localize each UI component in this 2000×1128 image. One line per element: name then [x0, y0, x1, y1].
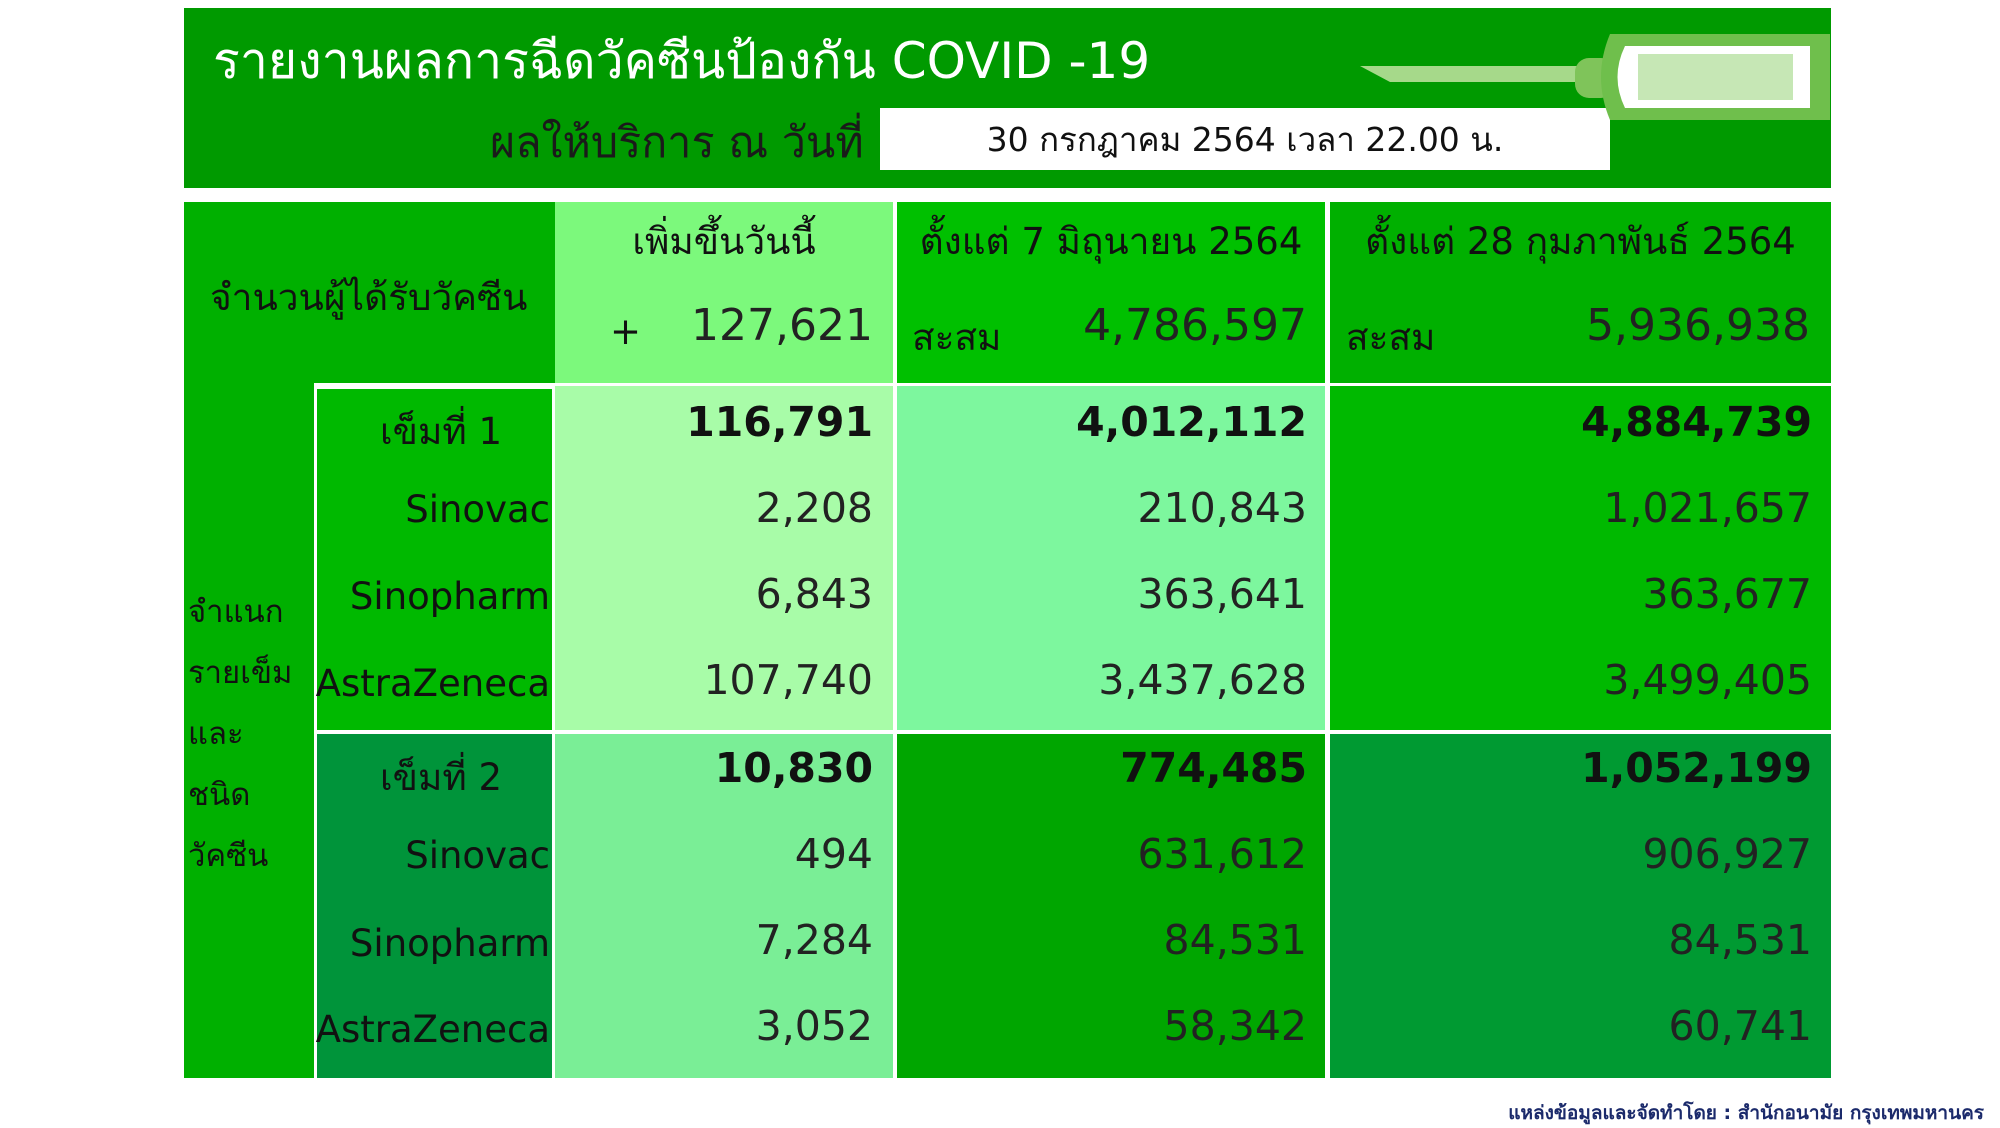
syringe-icon	[1360, 34, 1830, 120]
dose1-vaccine-since-june: 3,437,628	[1098, 656, 1307, 704]
dose1-total-today: 116,791	[686, 398, 873, 446]
dose2-vaccine-since-june: 631,612	[1137, 830, 1307, 878]
report-date: 30 กรกฎาคม 2564 เวลา 22.00 น.	[880, 108, 1610, 170]
since-june-header-cell	[897, 202, 1325, 383]
since-feb-header-cell	[1330, 202, 1831, 383]
dose1-vaccine-today: 107,740	[703, 656, 873, 704]
dose2-since-june-cell	[897, 734, 1325, 1078]
since-feb-prefix: สะสม	[1346, 316, 1436, 359]
dose2-total-since-june: 774,485	[1120, 744, 1307, 792]
dose1-vaccine-since-feb: 3,499,405	[1603, 656, 1812, 704]
dose2-today-cell	[555, 734, 893, 1078]
since-feb-column-title: ตั้งแต่ 28 กุมภาพันธ์ 2564	[1365, 220, 1796, 263]
dose1-vaccine-name: Sinovac	[405, 488, 550, 531]
side-label: จำแนก รายเข็ม และ ชนิด วัคซีน	[188, 594, 293, 874]
dose2-vaccine-name: Sinovac	[405, 834, 550, 877]
dose1-vaccine-since-june: 363,641	[1137, 570, 1307, 618]
dose1-today-cell	[555, 386, 893, 730]
dose1-since-june-cell	[897, 386, 1325, 730]
dose1-vaccine-since-feb: 363,677	[1642, 570, 1812, 618]
dose2-since-feb-cell	[1330, 734, 1831, 1078]
page-title: รายงานผลการฉีดวัคซีนป้องกัน COVID -19	[213, 32, 1151, 90]
dose2-total-since-feb: 1,052,199	[1581, 744, 1812, 792]
today-header-cell	[555, 202, 893, 383]
dose2-vaccine-name: AstraZeneca	[315, 1008, 550, 1051]
today-prefix: +	[610, 310, 642, 353]
dose2-vaccine-since-june: 58,342	[1163, 1002, 1307, 1050]
dose2-vaccine-name: Sinopharm	[349, 922, 550, 965]
since-feb-total: 5,936,938	[1586, 300, 1810, 351]
dose2-label-cell	[314, 734, 552, 1078]
dose2-vaccine-since-feb: 60,741	[1668, 1002, 1812, 1050]
dose1-vaccine-since-feb: 1,021,657	[1603, 484, 1812, 532]
dose2-vaccine-today: 3,052	[755, 1002, 873, 1050]
dose2-vaccine-today: 494	[794, 830, 873, 878]
dose1-label-cell	[314, 386, 552, 730]
today-total: 127,621	[691, 300, 873, 351]
dose2-vaccine-since-feb: 906,927	[1642, 830, 1812, 878]
since-june-total: 4,786,597	[1083, 300, 1307, 351]
dose1-vaccine-today: 2,208	[755, 484, 873, 532]
dose1-vaccine-name: AstraZeneca	[315, 662, 550, 705]
dose1-total-since-feb: 4,884,739	[1581, 398, 1812, 446]
dose1-vaccine-name: Sinopharm	[349, 575, 550, 618]
dose1-label: เข็มที่ 1	[380, 410, 503, 453]
dose2-vaccine-since-june: 84,531	[1163, 916, 1307, 964]
dose1-vaccine-today: 6,843	[755, 570, 873, 618]
source-credit: แหล่งข้อมูลและจัดทำโดย : สำนักอนามัย กรุ…	[1508, 1102, 1984, 1124]
dose2-vaccine-since-feb: 84,531	[1668, 916, 1812, 964]
row-label-cell	[184, 202, 555, 383]
dose2-total-today: 10,830	[714, 744, 873, 792]
row-label: จำนวนผู้ได้รับวัคซีน	[210, 276, 528, 319]
since-june-prefix: สะสม	[912, 316, 1002, 359]
dose2-label: เข็มที่ 2	[380, 756, 503, 799]
dose1-total-since-june: 4,012,112	[1076, 398, 1307, 446]
since-june-column-title: ตั้งแต่ 7 มิถุนายน 2564	[919, 220, 1303, 263]
dose1-vaccine-since-june: 210,843	[1137, 484, 1307, 532]
dose2-vaccine-today: 7,284	[755, 916, 873, 964]
today-column-title: เพิ่มขึ้นวันนี้	[632, 220, 816, 263]
dose1-since-feb-cell	[1330, 386, 1831, 730]
side-label-cell	[184, 383, 314, 1078]
service-date-label: ผลให้บริการ ณ วันที่	[490, 118, 864, 168]
